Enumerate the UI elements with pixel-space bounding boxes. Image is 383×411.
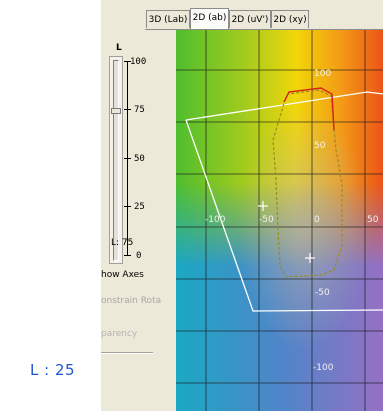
show-axes-checkbox[interactable]: how Axes	[101, 270, 144, 280]
axis-label-bottom: -100	[313, 363, 334, 373]
plot-axis-labels: 100 50 -100 -50 0 50 -50 -100	[205, 69, 379, 373]
scale-label-25: 25	[134, 202, 145, 212]
lightness-axis-title: L	[116, 43, 122, 53]
axis-label-top: 100	[314, 69, 331, 79]
axis-label-lower: -50	[315, 288, 330, 298]
crosshair-markers	[258, 201, 315, 263]
scale-label-50: 50	[134, 154, 145, 164]
neutral-center	[176, 30, 383, 411]
transparency-checkbox[interactable]: parency	[101, 329, 138, 339]
white-gamut-top	[185, 91, 383, 121]
axis-label-right-near: 50	[367, 215, 379, 225]
scale-tick	[124, 255, 131, 256]
scale-label-100: 100	[130, 57, 147, 67]
view-tabbar: 3D (Lab) 2D (ab) 2D (uV') 2D (xy)	[101, 8, 383, 30]
gamut-viewer-window: 3D (Lab) 2D (ab) 2D (uV') 2D (xy) L 100 …	[101, 0, 383, 411]
scale-label-75: 75	[134, 105, 145, 115]
tab-3d-lab[interactable]: 3D (Lab)	[146, 10, 190, 28]
axis-label-center: 0	[314, 215, 320, 225]
lightness-value-label: L: 75	[111, 238, 134, 248]
green-gamut-outline	[272, 89, 343, 278]
scale-tick	[124, 61, 131, 62]
scale-tick	[124, 158, 131, 159]
scale-tick	[124, 109, 131, 110]
tab-baseline	[145, 29, 383, 30]
red-gamut-outline	[283, 87, 335, 131]
scale-label-0: 0	[136, 251, 142, 261]
tab-2d-ab[interactable]: 2D (ab)	[190, 8, 229, 29]
panel-divider	[101, 352, 153, 354]
grid-lines	[176, 30, 383, 411]
tab-2d-xy[interactable]: 2D (xy)	[271, 10, 309, 28]
lightness-slider[interactable]	[109, 56, 123, 264]
lightness-caption: L : 25	[30, 361, 76, 379]
axis-label-left-near: -50	[259, 215, 274, 225]
white-gamut-side	[185, 119, 383, 312]
tab-2d-uv[interactable]: 2D (uV')	[229, 10, 271, 28]
axis-label-left-far: -100	[205, 215, 226, 225]
scale-tick	[124, 206, 131, 207]
axis-label-upper: 50	[314, 141, 326, 151]
slider-groove	[113, 60, 119, 261]
gamut-plot[interactable]: 100 50 -100 -50 0 50 -50 -100	[176, 30, 383, 411]
constrain-rotate-checkbox[interactable]: onstrain Rota	[101, 296, 162, 306]
slider-thumb[interactable]	[111, 107, 121, 114]
lightness-panel: L 100 75 50 25 0 L: 75 how Axes onstrain…	[101, 30, 176, 411]
gamut-plot-svg: 100 50 -100 -50 0 50 -50 -100	[176, 30, 383, 411]
